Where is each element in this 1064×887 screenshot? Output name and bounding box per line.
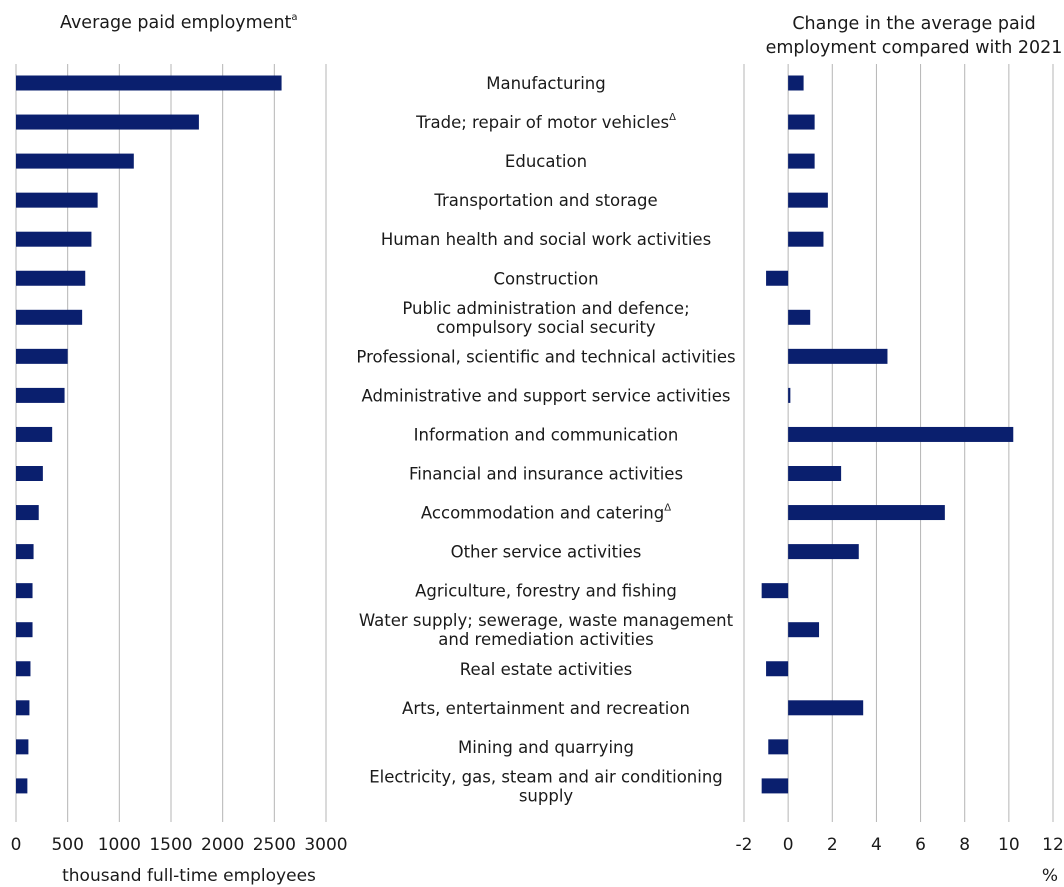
delta-superscript: Δ	[669, 112, 676, 123]
right-bar	[788, 466, 842, 481]
left-bar	[16, 583, 33, 599]
category-label: Financial and insurance activities	[409, 465, 683, 484]
left-bar	[16, 348, 68, 364]
category-label: Administrative and support service activ…	[362, 386, 731, 405]
left-bar	[16, 661, 31, 677]
left-bar	[16, 739, 29, 755]
right-bar	[788, 387, 791, 403]
left-tick-label: 500	[51, 835, 83, 855]
left-grid	[15, 64, 327, 822]
right-chart-title-line2: employment compared with 2021	[766, 38, 1063, 58]
right-bar	[788, 192, 828, 208]
right-bar	[788, 114, 815, 130]
right-grid	[743, 64, 1054, 822]
right-tick-label: 4	[871, 835, 882, 855]
category-label: Manufacturing	[486, 74, 605, 93]
right-bar	[788, 231, 824, 247]
right-bar	[766, 661, 789, 677]
left-bar	[16, 505, 39, 521]
left-tick-label: 2000	[201, 835, 244, 855]
category-label: Information and communication	[414, 425, 679, 444]
right-bar	[788, 700, 864, 716]
left-bar	[16, 75, 282, 91]
left-bar	[16, 270, 86, 286]
category-label: Accommodation and cateringΔ	[421, 503, 671, 523]
right-x-axis-label: %	[1042, 866, 1058, 886]
right-bar	[761, 778, 789, 794]
right-tick-label: 6	[915, 835, 926, 855]
left-tick-label: 1000	[98, 835, 141, 855]
left-bar	[16, 622, 33, 638]
category-label: Public administration and defence;	[402, 299, 689, 318]
right-bar	[788, 75, 804, 91]
category-label: Arts, entertainment and recreation	[402, 699, 690, 718]
category-label: Real estate activities	[460, 660, 632, 679]
left-bars	[16, 75, 282, 794]
category-label: Water supply; sewerage, waste management	[359, 611, 734, 630]
right-tick-label: 10	[998, 835, 1020, 855]
right-bar	[788, 426, 1014, 442]
left-bar	[16, 231, 92, 247]
left-bar	[16, 153, 134, 169]
left-bar	[16, 387, 65, 403]
category-label: Construction	[493, 269, 598, 288]
right-bar	[788, 505, 945, 521]
category-label: Agriculture, forestry and fishing	[415, 582, 677, 601]
left-bar	[16, 309, 83, 325]
category-label: compulsory social security	[436, 318, 656, 337]
left-bar	[16, 192, 98, 208]
category-label: Other service activities	[451, 543, 642, 562]
left-tick-label: 3000	[304, 835, 347, 855]
left-tick-labels: 0 500 1000 1500 2000 2500 3000	[11, 835, 348, 855]
left-chart-title: Average paid employmenta	[60, 12, 298, 33]
category-label: and remediation activities	[438, 630, 654, 649]
left-bar	[16, 466, 43, 481]
left-bar	[16, 544, 34, 560]
category-label: Education	[505, 152, 587, 171]
right-tick-label: -2	[736, 835, 753, 855]
category-label: Trade; repair of motor vehiclesΔ	[415, 112, 676, 132]
category-label: supply	[519, 786, 574, 805]
right-tick-label: 0	[783, 835, 794, 855]
category-labels: Manufacturing Trade; repair of motor vehi…	[356, 74, 735, 805]
left-bar	[16, 778, 28, 794]
right-tick-label: 2	[827, 835, 838, 855]
right-tick-label: 8	[959, 835, 970, 855]
right-bar	[788, 153, 815, 169]
category-label: Human health and social work activities	[381, 230, 711, 249]
right-bar	[766, 270, 789, 286]
right-bar	[788, 348, 888, 364]
right-bar	[761, 583, 789, 599]
right-bar	[788, 622, 820, 638]
delta-superscript: Δ	[664, 503, 671, 514]
right-tick-label: 12	[1042, 835, 1064, 855]
left-bar	[16, 700, 30, 716]
left-x-axis-label: thousand full-time employees	[62, 866, 316, 886]
category-label: Transportation and storage	[433, 191, 657, 210]
category-label: Mining and quarrying	[458, 738, 634, 757]
left-tick-label: 1500	[149, 835, 192, 855]
right-chart-title-line1: Change in the average paid	[792, 14, 1035, 34]
right-bar	[788, 309, 811, 325]
right-bar	[788, 544, 859, 560]
left-bar	[16, 114, 199, 130]
left-tick-label: 0	[11, 835, 22, 855]
right-tick-labels: -2 0 2 4 6 8 10 12	[736, 835, 1064, 855]
right-bar	[768, 739, 789, 755]
left-bar	[16, 426, 53, 442]
category-label: Professional, scientific and technical a…	[356, 347, 735, 366]
category-label: Electricity, gas, steam and air conditio…	[369, 767, 723, 786]
left-title-superscript: a	[291, 12, 297, 23]
right-bars	[761, 75, 1014, 794]
left-tick-label: 2500	[253, 835, 296, 855]
